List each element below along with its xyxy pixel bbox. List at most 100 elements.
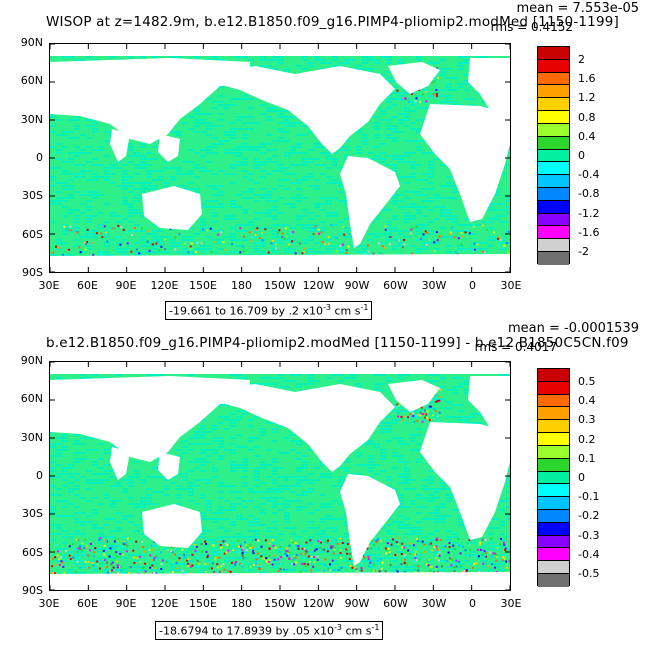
anomaly-cell <box>384 228 387 231</box>
ocean-cell <box>212 194 218 196</box>
anomaly-cell <box>437 420 440 422</box>
ocean-cell <box>224 152 230 154</box>
anomaly-cell <box>87 560 90 563</box>
ocean-cell <box>404 473 410 475</box>
ocean-cell <box>230 233 236 235</box>
ocean-cell <box>368 458 374 460</box>
ocean-cell <box>50 539 56 541</box>
ocean-cell <box>386 164 392 166</box>
ocean-cell <box>212 188 218 190</box>
colorbar-swatch <box>538 111 569 124</box>
anomaly-cell <box>237 557 240 560</box>
ocean-cell <box>506 212 510 214</box>
ocean-cell <box>146 164 152 166</box>
anomaly-cell <box>151 548 153 551</box>
ocean-cell <box>254 236 260 238</box>
anomaly-cell <box>254 538 257 541</box>
anomaly-cell <box>469 554 471 557</box>
ocean-cell <box>200 458 206 460</box>
anomaly-cell <box>448 233 451 236</box>
ocean-cell <box>170 569 176 571</box>
anomaly-cell <box>112 572 115 575</box>
anomaly-cell <box>317 228 320 231</box>
ocean-cell <box>428 539 434 541</box>
ocean-cell <box>254 548 260 550</box>
anomaly-cell <box>291 563 294 566</box>
anomaly-cell <box>400 563 403 566</box>
ocean-cell <box>134 254 140 256</box>
ocean-cell <box>224 536 230 538</box>
anomaly-cell <box>101 236 104 239</box>
ocean-cell <box>212 125 218 127</box>
ocean-cell <box>314 146 320 148</box>
ocean-cell <box>500 209 506 211</box>
ocean-cell <box>92 464 98 466</box>
anomaly-cell <box>158 249 161 252</box>
ocean-cell <box>296 182 302 184</box>
ocean-cell <box>392 155 398 157</box>
ocean-cell <box>98 503 104 505</box>
ocean-cell <box>62 182 68 184</box>
ocean-cell <box>56 494 62 496</box>
ocean-cell <box>266 527 272 529</box>
ocean-cell <box>224 449 230 451</box>
ocean-cell <box>398 239 404 241</box>
colorbar-swatch <box>538 149 569 163</box>
ocean-cell <box>200 251 206 253</box>
ocean-cell <box>182 479 188 481</box>
colorbar-label: 0 <box>578 149 585 162</box>
ocean-cell <box>212 449 218 451</box>
ocean-cell <box>314 533 320 535</box>
ocean-cell <box>308 503 314 505</box>
ocean-cell <box>452 221 458 223</box>
ocean-cell <box>314 233 320 235</box>
ocean-cell <box>176 170 182 172</box>
ocean-cell <box>416 209 422 211</box>
anomaly-cell <box>242 235 245 238</box>
anomaly-cell <box>120 226 123 229</box>
ocean-cell <box>368 464 374 466</box>
anomaly-cell <box>414 569 417 572</box>
anomaly-cell <box>414 550 417 553</box>
ocean-cell <box>266 209 272 211</box>
ocean-cell <box>272 503 278 505</box>
ocean-cell <box>236 515 242 517</box>
anomaly-cell <box>126 537 129 540</box>
ocean-cell <box>74 494 80 496</box>
anomaly-cell <box>428 238 431 241</box>
anomaly-cell <box>364 252 367 255</box>
ocean-cell <box>68 467 74 469</box>
ocean-cell <box>134 182 140 184</box>
ocean-cell <box>224 236 230 238</box>
ocean-cell <box>398 443 404 445</box>
ocean-cell <box>422 488 428 490</box>
ocean-cell <box>506 242 510 244</box>
ocean-cell <box>74 473 80 475</box>
ocean-cell <box>80 170 86 172</box>
ocean-cell <box>248 197 254 199</box>
anomaly-cell <box>156 240 159 243</box>
ocean-cell <box>470 98 476 100</box>
anomaly-cell <box>482 250 485 253</box>
anomaly-cell <box>270 242 273 245</box>
ocean-cell <box>206 200 212 202</box>
ocean-cell <box>242 134 248 136</box>
anomaly-cell <box>389 243 391 246</box>
ocean-cell <box>122 491 128 493</box>
colorbar-swatch <box>538 175 569 188</box>
ocean-cell <box>140 188 146 190</box>
anomaly-cell <box>79 545 82 548</box>
anomaly-cell <box>475 562 478 565</box>
panel2-rms: rms = 0.4017 <box>474 340 557 354</box>
ocean-cell <box>266 476 272 478</box>
ocean-cell <box>68 209 74 211</box>
anomaly-cell <box>407 549 410 552</box>
ocean-cell <box>230 131 236 133</box>
anomaly-cell <box>142 566 145 569</box>
anomaly-cell <box>429 569 432 572</box>
anomaly-cell <box>295 553 298 556</box>
ocean-cell <box>266 254 272 256</box>
ocean-cell <box>488 545 494 547</box>
colorbar-label: 0.4 <box>578 129 596 143</box>
ocean-cell <box>194 503 200 505</box>
